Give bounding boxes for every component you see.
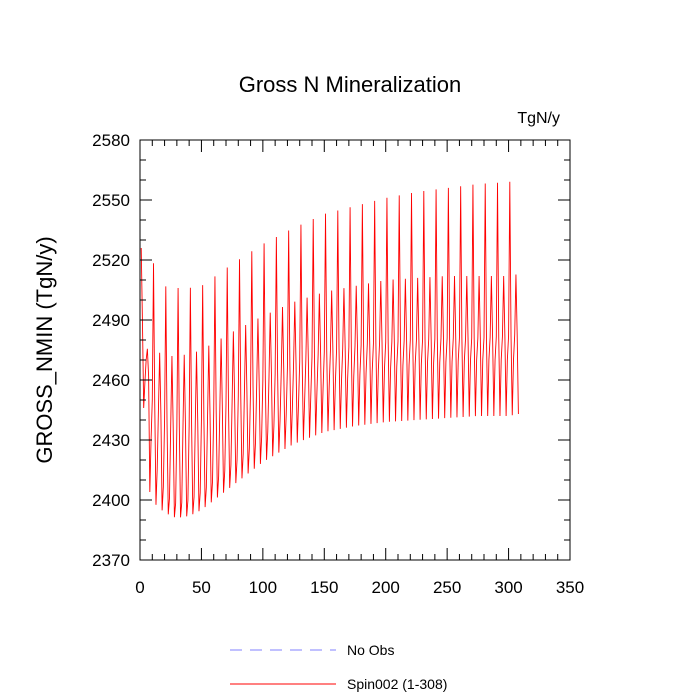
units-label: TgN/y bbox=[517, 110, 560, 127]
x-tick-label: 350 bbox=[556, 578, 584, 597]
legend-label-spin002: Spin002 (1-308) bbox=[347, 676, 447, 692]
y-tick-label: 2580 bbox=[92, 131, 130, 150]
axes: 0 50 100 150 200 250 300 350 2370 2400 2430 2460 249… bbox=[92, 131, 584, 597]
y-tick-label: 2400 bbox=[92, 491, 130, 510]
y-tick-label: 2490 bbox=[92, 311, 130, 330]
x-tick-label: 300 bbox=[494, 578, 522, 597]
y-tick-label: 2430 bbox=[92, 431, 130, 450]
x-tick-label: 100 bbox=[249, 578, 277, 597]
x-tick-label: 250 bbox=[433, 578, 461, 597]
y-tick-label: 2550 bbox=[92, 191, 130, 210]
y-tick-label: 2460 bbox=[92, 371, 130, 390]
y-axis-label: GROSS_NMIN (TgN/y) bbox=[32, 236, 57, 463]
y-tick-label: 2370 bbox=[92, 551, 130, 570]
data-lines bbox=[140, 181, 519, 518]
legend-label-no-obs: No Obs bbox=[347, 642, 394, 658]
x-tick-label: 50 bbox=[192, 578, 211, 597]
x-tick-label: 150 bbox=[310, 578, 338, 597]
legend: No Obs Spin002 (1-308) bbox=[230, 642, 447, 692]
x-tick-label: 200 bbox=[372, 578, 400, 597]
y-tick-label: 2520 bbox=[92, 251, 130, 270]
chart-title: Gross N Mineralization bbox=[239, 72, 462, 97]
series-line-spin002 bbox=[140, 181, 519, 518]
x-tick-label: 0 bbox=[135, 578, 144, 597]
plot-frame bbox=[139, 139, 571, 561]
